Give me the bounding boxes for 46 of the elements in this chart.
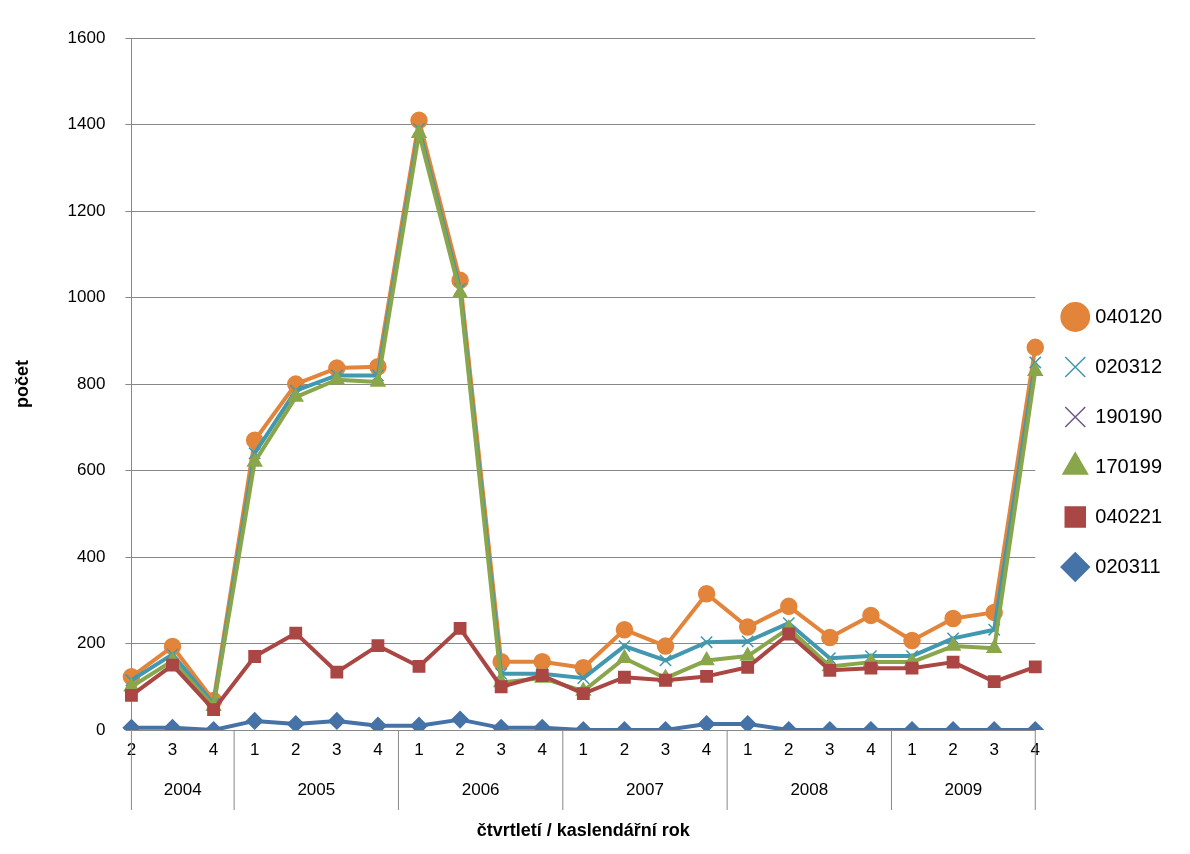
x-tick-label: 4 [866,739,876,759]
x-tick-label: 2 [291,739,301,759]
legend-label: 040120 [1095,304,1163,327]
legend-label: 020312 [1095,354,1163,377]
text: 2007 [626,779,664,799]
legend-label: 020311 [1095,554,1161,577]
text: 2009 [944,779,983,799]
y-axis-title: počet [11,360,32,409]
x-tick-label: 2 [455,739,465,759]
x-tick-label: 2 [784,739,794,759]
text: 2005 [297,779,336,799]
y-tick-label: 800 [77,373,106,393]
x-tick-label: 1 [742,739,753,759]
x-tick-label: 1 [414,739,424,759]
text: 2006 [461,779,500,799]
x-tick-label: 1 [578,739,589,759]
x-axis-title: čtvrtletí / kaslendářní rok [476,820,691,841]
y-tick-label: 400 [77,546,106,566]
y-tick-label: 1200 [67,200,106,220]
legend-label: 170199 [1095,454,1163,477]
x-tick-label: 4 [373,739,383,759]
x-tick-label: 3 [496,739,506,759]
x-tick-label: 3 [989,739,999,759]
y-tick-label: 1000 [67,287,106,307]
x-tick-label: 1 [907,739,917,759]
x-tick-label: 2 [619,739,630,759]
y-tick-label: 600 [77,460,106,480]
x-tick-label: 3 [825,739,835,759]
x-tick-label: 3 [332,739,342,759]
x-tick-label: 2 [948,739,958,759]
text: 2004 [163,779,202,799]
y-tick-label: 1600 [67,27,106,47]
text: 2008 [790,779,829,799]
y-tick-label: 1400 [67,114,106,134]
y-tick-label: 0 [95,719,106,739]
y-tick-label: 200 [77,633,106,653]
legend-label: 190190 [1095,404,1163,427]
legend-label: 040221 [1095,504,1163,527]
x-tick-label: 4 [1030,739,1040,759]
x-tick-label: 4 [537,739,547,759]
x-tick-label: 4 [701,739,712,759]
x-tick-label: 1 [249,739,260,759]
x-tick-label: 4 [208,739,219,759]
x-tick-label: 2 [126,739,137,759]
x-tick-label: 3 [167,739,178,759]
x-tick-label: 3 [660,739,671,759]
